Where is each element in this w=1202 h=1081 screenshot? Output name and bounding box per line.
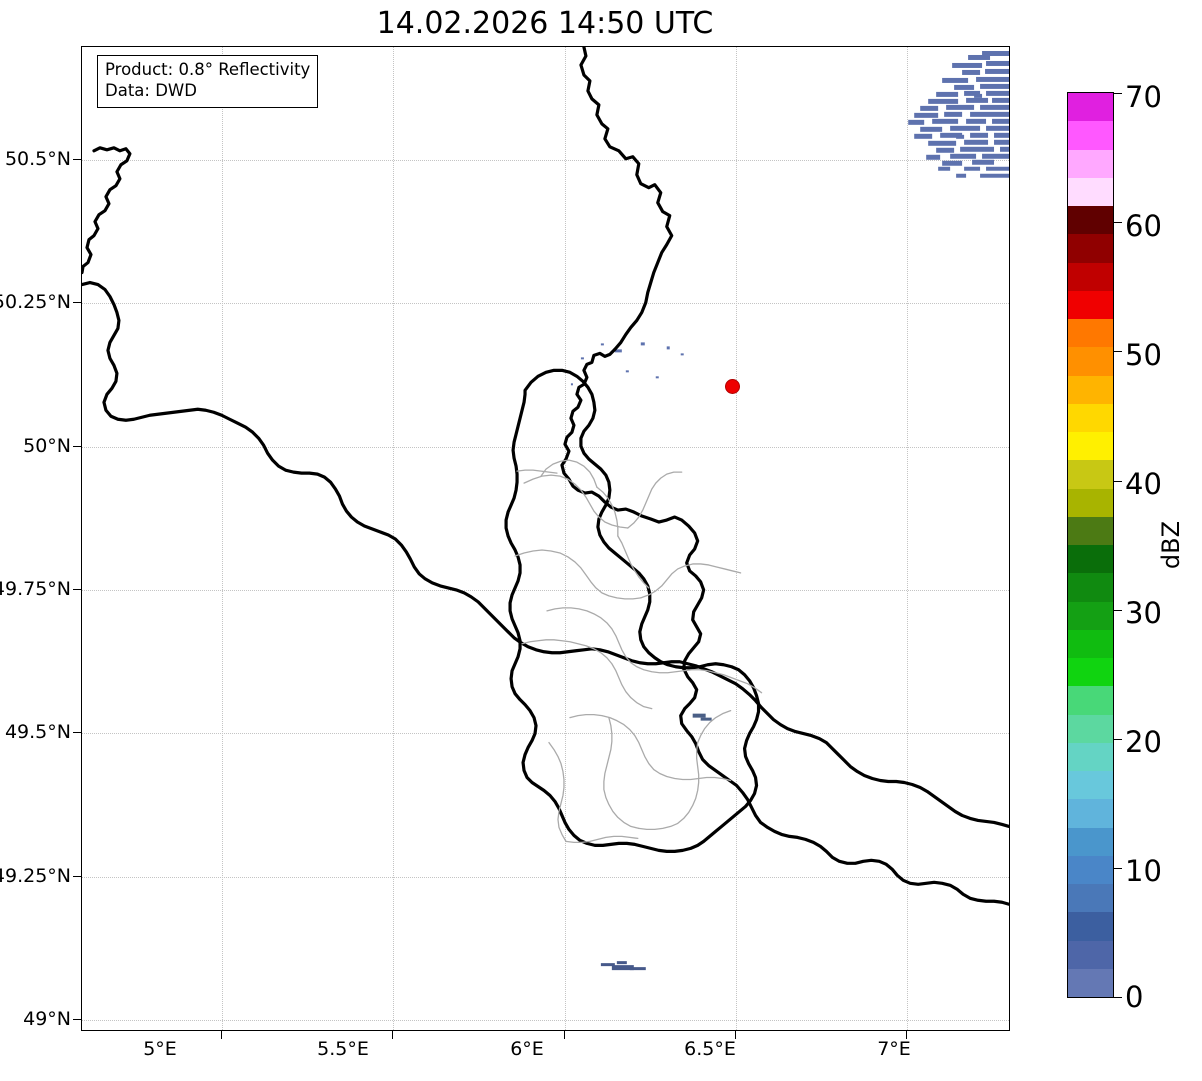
- colorbar-band: [1068, 742, 1113, 771]
- gridline-vertical: [222, 47, 223, 1030]
- map-geometry: [82, 47, 1009, 971]
- colorbar-tick-label: 0: [1125, 980, 1144, 1014]
- gridline-horizontal: [82, 877, 1009, 878]
- colorbar-band: [1068, 855, 1113, 884]
- gridline-horizontal: [82, 733, 1009, 734]
- ytick-label: 49°N: [23, 1008, 71, 1030]
- colorbar-tick-label: 50: [1125, 338, 1162, 372]
- colorbar-tick-label: 40: [1125, 467, 1162, 501]
- colorbar-band: [1068, 601, 1113, 630]
- echo-isolated-specks: [570, 342, 684, 386]
- colorbar-band: [1068, 121, 1113, 150]
- colorbar-band: [1068, 403, 1113, 432]
- colorbar-band: [1068, 686, 1113, 715]
- colorbar-band: [1068, 573, 1113, 602]
- colorbar-band: [1068, 629, 1113, 658]
- gridline-vertical: [907, 47, 908, 1030]
- xtick-label: 5°E: [143, 1038, 177, 1060]
- colorbar-band: [1068, 658, 1113, 687]
- gridline-horizontal: [82, 447, 1009, 448]
- colorbar-band: [1068, 827, 1113, 856]
- gridline-vertical: [736, 47, 737, 1030]
- page-title: 14.02.2026 14:50 UTC: [376, 6, 714, 41]
- colorbar-band: [1068, 884, 1113, 913]
- colorbar-tick-label: 10: [1125, 854, 1162, 888]
- colorbar-tick-label: 30: [1125, 596, 1162, 630]
- xtick-mark: [221, 1031, 222, 1039]
- colorbar-tick: [1114, 997, 1122, 998]
- ytick-label: 50.25°N: [0, 291, 71, 313]
- gridline-horizontal: [82, 303, 1009, 304]
- ytick-mark: [73, 159, 81, 160]
- xtick-mark: [906, 1031, 907, 1039]
- gridline-horizontal: [82, 590, 1009, 591]
- colorbar-band: [1068, 968, 1113, 997]
- ytick-label: 49.25°N: [0, 865, 71, 887]
- colorbar-tick: [1114, 93, 1122, 94]
- ytick-mark: [73, 302, 81, 303]
- colorbar-band: [1068, 234, 1113, 263]
- colorbar[interactable]: [1067, 92, 1114, 998]
- xtick-label: 7°E: [877, 1038, 911, 1060]
- info-product-line: Product: 0.8° Reflectivity: [105, 60, 311, 79]
- colorbar-band: [1068, 545, 1113, 574]
- ytick-label: 49.75°N: [0, 578, 71, 600]
- gridline-horizontal: [82, 160, 1009, 161]
- ytick-mark: [73, 446, 81, 447]
- colorbar-band: [1068, 432, 1113, 461]
- gridline-horizontal: [82, 1020, 1009, 1021]
- colorbar-band: [1068, 290, 1113, 319]
- ytick-mark: [73, 1019, 81, 1020]
- info-box: Product: 0.8° Reflectivity Data: DWD: [97, 55, 319, 108]
- ytick-label: 49.5°N: [4, 721, 71, 743]
- colorbar-tick: [1114, 481, 1122, 482]
- colorbar-tick: [1114, 222, 1122, 223]
- xtick-label: 5.5°E: [317, 1038, 369, 1060]
- colorbar-axis-label: dBZ: [1157, 520, 1185, 570]
- colorbar-band: [1068, 771, 1113, 800]
- echo-streak-east: [692, 713, 712, 721]
- colorbar-tick-label: 20: [1125, 725, 1162, 759]
- luxembourg-national-border: [504, 368, 761, 853]
- ytick-label: 50°N: [23, 435, 71, 457]
- colorbar-band: [1068, 460, 1113, 489]
- colorbar-band: [1068, 262, 1113, 291]
- luxembourg-canton-borders: [514, 459, 763, 844]
- colorbar-tick: [1114, 739, 1122, 740]
- colorbar-band: [1068, 912, 1113, 941]
- xtick-label: 6.5°E: [684, 1038, 736, 1060]
- xtick-mark: [392, 1031, 393, 1039]
- xtick-mark: [564, 1031, 565, 1039]
- xtick-label: 6°E: [510, 1038, 544, 1060]
- colorbar-tick: [1114, 351, 1122, 352]
- colorbar-tick: [1114, 610, 1122, 611]
- colorbar-tick-label: 70: [1125, 80, 1162, 114]
- national-borders: [82, 47, 1009, 906]
- colorbar-band: [1068, 799, 1113, 828]
- colorbar-band: [1068, 714, 1113, 743]
- colorbar-band: [1068, 347, 1113, 376]
- ytick-mark: [73, 589, 81, 590]
- gridline-vertical: [565, 47, 566, 1030]
- ytick-mark: [73, 876, 81, 877]
- colorbar-band: [1068, 488, 1113, 517]
- colorbar-tick: [1114, 868, 1122, 869]
- echo-northeast-cluster: [908, 50, 1009, 178]
- radar-site-marker[interactable]: [725, 379, 740, 394]
- ytick-mark: [73, 732, 81, 733]
- colorbar-band: [1068, 940, 1113, 969]
- colorbar-band: [1068, 206, 1113, 235]
- colorbar-band: [1068, 149, 1113, 178]
- colorbar-band: [1068, 177, 1113, 206]
- colorbar-band: [1068, 93, 1113, 122]
- info-data-line: Data: DWD: [105, 80, 197, 100]
- xtick-mark: [735, 1031, 736, 1039]
- colorbar-band: [1068, 375, 1113, 404]
- colorbar-tick-label: 60: [1125, 209, 1162, 243]
- ytick-label: 50.5°N: [4, 148, 71, 170]
- colorbar-band: [1068, 319, 1113, 348]
- colorbar-band: [1068, 516, 1113, 545]
- radar-map-plot[interactable]: Product: 0.8° Reflectivity Data: DWD: [81, 46, 1010, 1031]
- echo-streak-south: [600, 961, 646, 971]
